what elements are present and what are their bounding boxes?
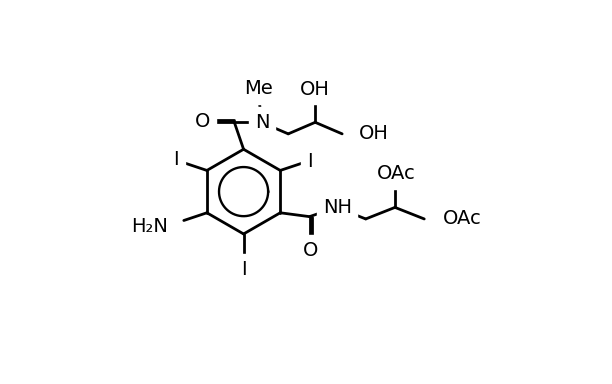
Text: OAc: OAc — [442, 209, 482, 228]
Text: OAc: OAc — [377, 164, 416, 183]
Text: H₂N: H₂N — [132, 217, 168, 236]
Text: I: I — [173, 150, 179, 169]
Text: O: O — [195, 112, 211, 131]
Text: I: I — [241, 260, 247, 279]
Text: N: N — [255, 113, 269, 132]
Text: OH: OH — [300, 80, 330, 99]
Text: Me: Me — [245, 79, 274, 98]
Text: OH: OH — [359, 124, 389, 142]
Text: O: O — [304, 241, 319, 260]
Text: I: I — [307, 152, 312, 171]
Text: NH: NH — [323, 198, 352, 217]
